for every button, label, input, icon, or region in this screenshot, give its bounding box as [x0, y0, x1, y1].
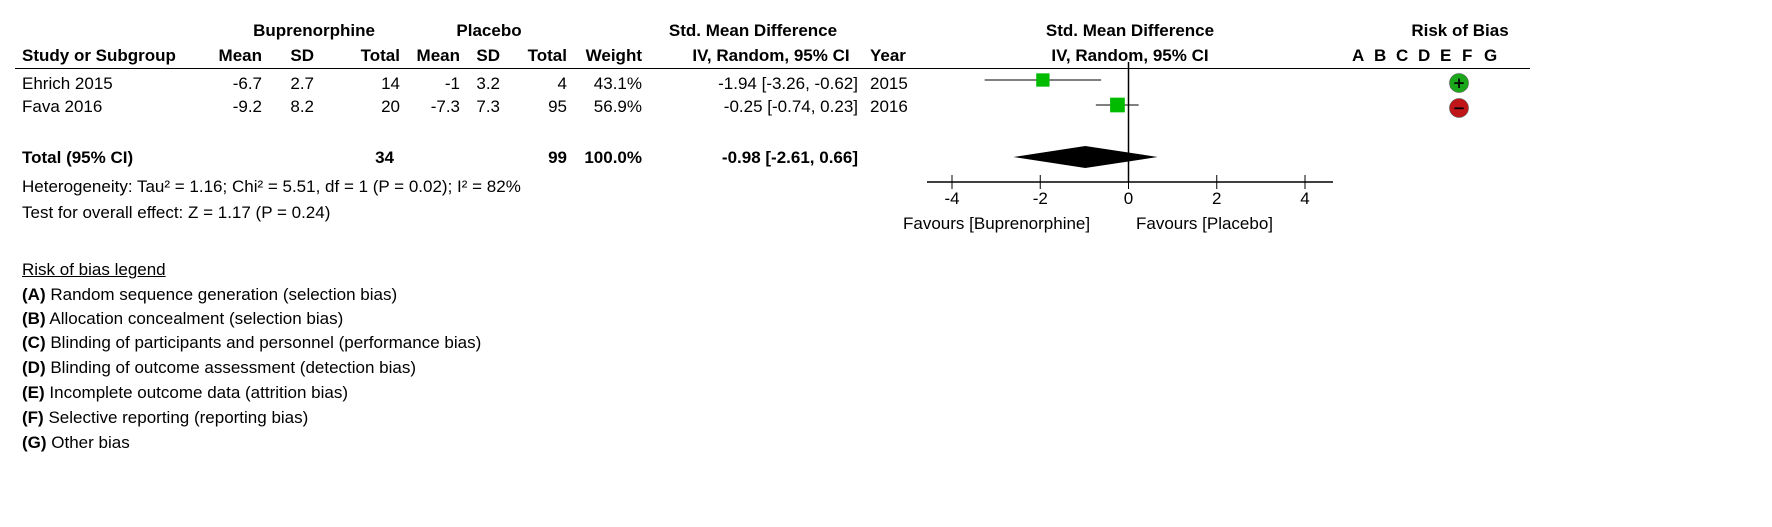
- study-total1: 14: [381, 74, 400, 93]
- study-mean1: -6.7: [232, 74, 262, 93]
- study-sd1: 2.7: [290, 74, 314, 93]
- total-ci: -0.98 [-2.61, 0.66]: [721, 148, 858, 167]
- x-tick-label: 4: [1300, 189, 1309, 208]
- study-name: Ehrich 2015: [22, 74, 113, 93]
- risk-of-bias-symbol: +: [1453, 74, 1466, 92]
- legend-text: Selective reporting (reporting bias): [43, 408, 309, 427]
- legend-text: Incomplete outcome data (attrition bias): [44, 383, 348, 402]
- legend-letter: (D): [22, 358, 46, 377]
- legend-text: Allocation concealment (selection bias): [45, 309, 344, 328]
- x-tick-label: -2: [1033, 189, 1048, 208]
- total-weight: 100.0%: [584, 148, 642, 167]
- legend-item: (C) Blinding of participants and personn…: [22, 333, 481, 353]
- col-total2: Total: [527, 46, 567, 65]
- total-total2: 99: [548, 148, 567, 167]
- x-tick-label: 0: [1124, 189, 1133, 208]
- col-mean2: Mean: [416, 46, 460, 65]
- study-mean2: -7.3: [430, 97, 460, 116]
- x-tick-label: -4: [944, 189, 959, 208]
- legend-letter: (E): [22, 383, 45, 402]
- group-smd-plot: Std. Mean Difference: [1045, 21, 1215, 40]
- col-sd1: SD: [290, 46, 314, 65]
- rob-letter-b: B: [1374, 46, 1387, 65]
- study-ci: -0.25 [-0.74, 0.23]: [723, 97, 858, 116]
- legend-letter: (F): [22, 408, 44, 427]
- legend-letter: (C): [22, 333, 46, 352]
- risk-of-bias-symbol: −: [1453, 99, 1466, 117]
- study-square: [1036, 73, 1050, 87]
- study-square: [1110, 97, 1125, 113]
- legend-item: (B) Allocation concealment (selection bi…: [22, 309, 343, 329]
- header-rule: [15, 68, 1530, 69]
- study-mean1: -9.2: [232, 97, 262, 116]
- favours-right: Favours [Placebo]: [1136, 214, 1274, 233]
- study-sd2: 3.2: [476, 74, 500, 93]
- legend-item: (A) Random sequence generation (selectio…: [22, 285, 397, 305]
- study-weight: 56.9%: [593, 97, 642, 116]
- legend-text: Blinding of outcome assessment (detectio…: [45, 358, 417, 377]
- legend-text: Random sequence generation (selection bi…: [45, 285, 398, 304]
- legend-title: Risk of bias legend: [22, 260, 166, 279]
- study-ci: -1.94 [-3.26, -0.62]: [718, 74, 858, 93]
- study-total2: 95: [548, 97, 567, 116]
- rob-letter-c: C: [1396, 46, 1409, 65]
- study-mean2: -1: [444, 74, 460, 93]
- study-weight: 43.1%: [593, 74, 642, 93]
- col-plot-ci: IV, Random, 95% CI: [1051, 46, 1209, 65]
- col-total1: Total: [360, 46, 400, 65]
- risk-of-bias-circle: [1449, 73, 1469, 93]
- study-sd2: 7.3: [476, 97, 500, 116]
- col-weight: Weight: [585, 46, 642, 65]
- rob-letter-e: E: [1440, 46, 1452, 65]
- legend-text: Blinding of participants and personnel (…: [45, 333, 482, 352]
- col-ci: IV, Random, 95% CI: [692, 46, 850, 65]
- study-total2: 4: [557, 74, 567, 93]
- legend-letter: (B): [22, 309, 46, 328]
- study-year: 2015: [870, 74, 908, 93]
- legend-letter: (G): [22, 433, 47, 452]
- favours-left: Favours [Buprenorphine]: [903, 214, 1091, 233]
- col-year: Year: [870, 46, 906, 65]
- total-total1: 34: [375, 148, 394, 167]
- study-name: Fava 2016: [22, 97, 103, 116]
- col-mean1: Mean: [218, 46, 262, 65]
- rob-letter-a: A: [1352, 46, 1365, 65]
- group-smd-table: Std. Mean Difference: [668, 21, 838, 40]
- legend-item: (D) Blinding of outcome assessment (dete…: [22, 358, 416, 378]
- heterogeneity-text: Heterogeneity: Tau² = 1.16; Chi² = 5.51,…: [22, 177, 521, 196]
- col-study: Study or Subgroup: [22, 46, 176, 65]
- rob-letter-d: D: [1418, 46, 1431, 65]
- rob-letter-g: G: [1484, 46, 1498, 65]
- legend-text: Other bias: [46, 433, 130, 452]
- group-risk-of-bias: Risk of Bias: [1411, 21, 1509, 40]
- group-buprenorphine: Buprenorphine: [253, 21, 375, 40]
- rob-letter-f: F: [1462, 46, 1473, 65]
- legend-item: (E) Incomplete outcome data (attrition b…: [22, 383, 348, 403]
- total-label: Total (95% CI): [22, 148, 134, 167]
- col-sd2: SD: [476, 46, 500, 65]
- overall-effect-text: Test for overall effect: Z = 1.17 (P = 0…: [22, 203, 331, 222]
- legend-item: (G) Other bias: [22, 433, 130, 453]
- group-placebo: Placebo: [456, 21, 522, 40]
- study-sd1: 8.2: [290, 97, 314, 116]
- legend-letter: (A): [22, 285, 46, 304]
- study-total1: 20: [381, 97, 400, 116]
- study-year: 2016: [870, 97, 908, 116]
- pooled-diamond: [1013, 146, 1158, 168]
- x-tick-label: 2: [1212, 189, 1221, 208]
- legend-item: (F) Selective reporting (reporting bias): [22, 408, 308, 428]
- risk-of-bias-circle: [1449, 98, 1469, 118]
